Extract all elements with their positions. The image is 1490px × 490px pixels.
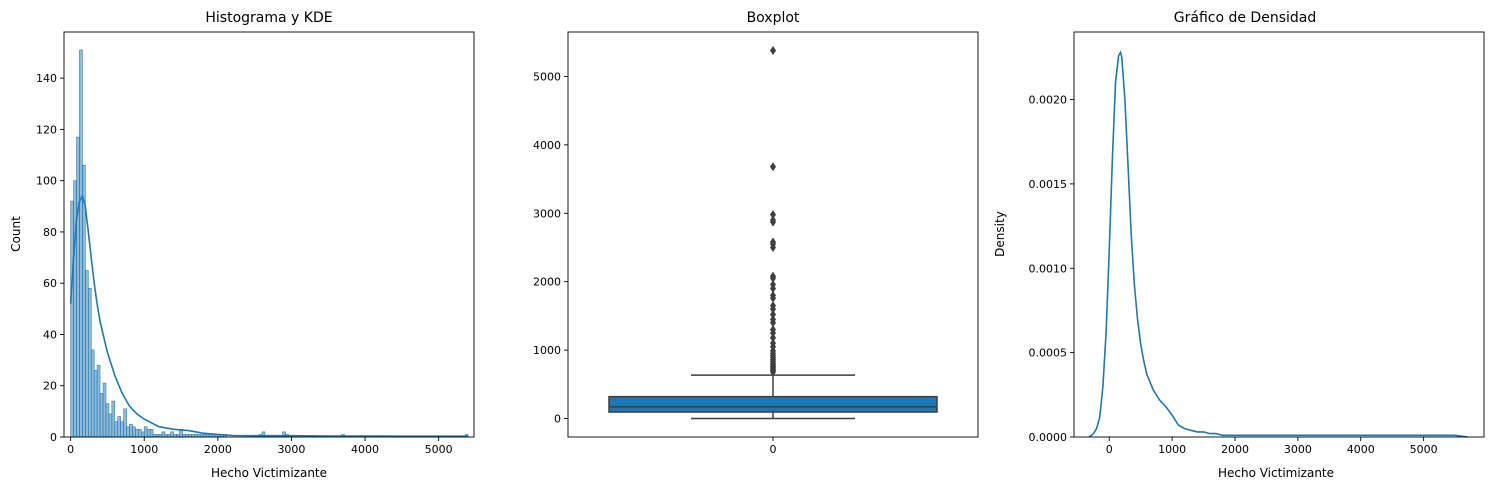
histogram-bar [99, 393, 104, 438]
histogram-bar [96, 364, 101, 438]
histogram-bar [170, 431, 174, 438]
boxplot-outlier-point [770, 237, 776, 247]
boxplot-outlier-point [770, 314, 776, 324]
y-tick-label: 100 [36, 175, 57, 188]
density-x-ticks: 0 1000 2000 3000 4000 5000 [1106, 437, 1438, 456]
histogram-bar [126, 426, 130, 438]
boxplot-outlier-point [770, 310, 776, 320]
boxplot-outlier-point [770, 279, 776, 289]
x-tick-label: 3000 [277, 443, 305, 456]
y-tick-label: 80 [43, 226, 57, 239]
density-y-label: Density [993, 211, 1007, 257]
x-tick-label: 1000 [130, 443, 158, 456]
boxplot-outlier-point [770, 333, 776, 343]
histogram-y-ticks: 0 20 40 60 80 100 120 140 [36, 72, 64, 444]
y-tick-label: 0.0000 [1029, 431, 1068, 444]
histogram-bar [123, 408, 127, 438]
y-tick-label: 0 [554, 413, 561, 426]
density-panel: Gráfico de Densidad 0 1000 2000 3000 4000 500… [993, 10, 1485, 480]
histogram-kde-line [69, 194, 469, 437]
histogram-bar [85, 270, 89, 438]
boxplot-outlier-point [770, 215, 776, 225]
x-tick-label: 4000 [1347, 443, 1375, 456]
boxplot-outlier-point [770, 162, 776, 172]
histogram-bar [117, 416, 121, 438]
x-tick-label: 0 [1106, 443, 1113, 456]
boxplot-iqr-box [608, 395, 938, 413]
histogram-bar [93, 370, 98, 438]
y-tick-label: 1000 [533, 344, 561, 357]
boxplot-box [608, 374, 938, 420]
y-tick-label: 0 [50, 431, 57, 444]
histogram-bar [129, 423, 133, 438]
density-title: Gráfico de Densidad [1174, 10, 1316, 26]
histogram-bar [76, 136, 80, 438]
histogram-bar [161, 431, 166, 438]
x-tick-label: 3000 [1284, 443, 1312, 456]
y-tick-label: 0.0010 [1029, 262, 1068, 275]
histogram-bar [90, 349, 95, 438]
histogram-x-ticks: 0 1000 2000 3000 4000 5000 [67, 437, 453, 456]
histogram-bar [143, 426, 148, 438]
histogram-bar [87, 288, 92, 438]
x-tick-label: 2000 [204, 443, 232, 456]
histogram-bar [102, 382, 107, 438]
x-tick-label: 0 [67, 443, 74, 456]
boxplot-outlier-point [770, 338, 776, 348]
x-tick-label: 5000 [425, 443, 453, 456]
histogram-panel: Histograma y KDE 0 1000 2000 3000 4000 5000 0… [9, 10, 475, 480]
y-tick-label: 2000 [533, 276, 561, 289]
y-tick-label: 0.0005 [1029, 347, 1068, 360]
histogram-x-label: Hecho Victimizante [211, 466, 327, 480]
histogram-bars [70, 49, 469, 438]
y-tick-label: 20 [43, 380, 57, 393]
histogram-bar [79, 49, 83, 438]
boxplot-outliers [770, 45, 776, 377]
boxplot-outlier-point [770, 210, 776, 220]
y-tick-label: 140 [36, 72, 57, 85]
histogram-bar [146, 429, 151, 438]
histogram-bar [140, 431, 145, 438]
density-x-label: Hecho Victimizante [1218, 466, 1334, 480]
y-tick-label: 0.0015 [1029, 178, 1068, 191]
x-tick-label: 0 [770, 443, 777, 456]
histogram-bar [114, 421, 119, 438]
y-tick-label: 60 [43, 277, 57, 290]
histogram-bar [132, 426, 136, 438]
y-tick-label: 5000 [533, 70, 561, 83]
y-tick-label: 0.0020 [1029, 94, 1068, 107]
boxplot-outlier-point [770, 271, 776, 281]
density-plot-frame [1073, 31, 1485, 438]
y-tick-label: 120 [36, 123, 57, 136]
boxplot-outlier-point [770, 45, 776, 55]
histogram-bar [105, 403, 110, 438]
histogram-plot-frame [63, 31, 475, 438]
y-tick-label: 3000 [533, 207, 561, 220]
histogram-bar [111, 400, 116, 438]
y-tick-label: 40 [43, 328, 57, 341]
boxplot-title: Boxplot [747, 10, 800, 26]
histogram-bar [138, 429, 142, 438]
histogram-bar [108, 413, 113, 438]
boxplot-x-ticks: 0 [770, 437, 777, 456]
histogram-bar [120, 421, 124, 438]
boxplot-outlier-point [770, 301, 776, 311]
x-tick-label: 4000 [351, 443, 379, 456]
x-tick-label: 2000 [1221, 443, 1249, 456]
density-y-ticks: 0.0000 0.0005 0.0010 0.0015 0.0020 [1029, 94, 1074, 444]
boxplot-y-ticks: 0 1000 2000 3000 4000 5000 [533, 70, 568, 426]
boxplot-outlier-point [770, 325, 776, 335]
boxplot-outlier-point [770, 290, 776, 300]
boxplot-panel: Boxplot 0 0 1000 2000 3000 4000 5000 [533, 10, 979, 456]
histogram-bar [70, 200, 74, 438]
x-tick-label: 1000 [1158, 443, 1186, 456]
density-line [1088, 50, 1468, 438]
histogram-title: Histograma y KDE [205, 10, 332, 26]
histogram-y-label: Count [9, 216, 23, 252]
y-tick-label: 4000 [533, 139, 561, 152]
histogram-bar [135, 429, 139, 438]
x-tick-label: 5000 [1410, 443, 1438, 456]
histogram-bar [149, 429, 154, 438]
